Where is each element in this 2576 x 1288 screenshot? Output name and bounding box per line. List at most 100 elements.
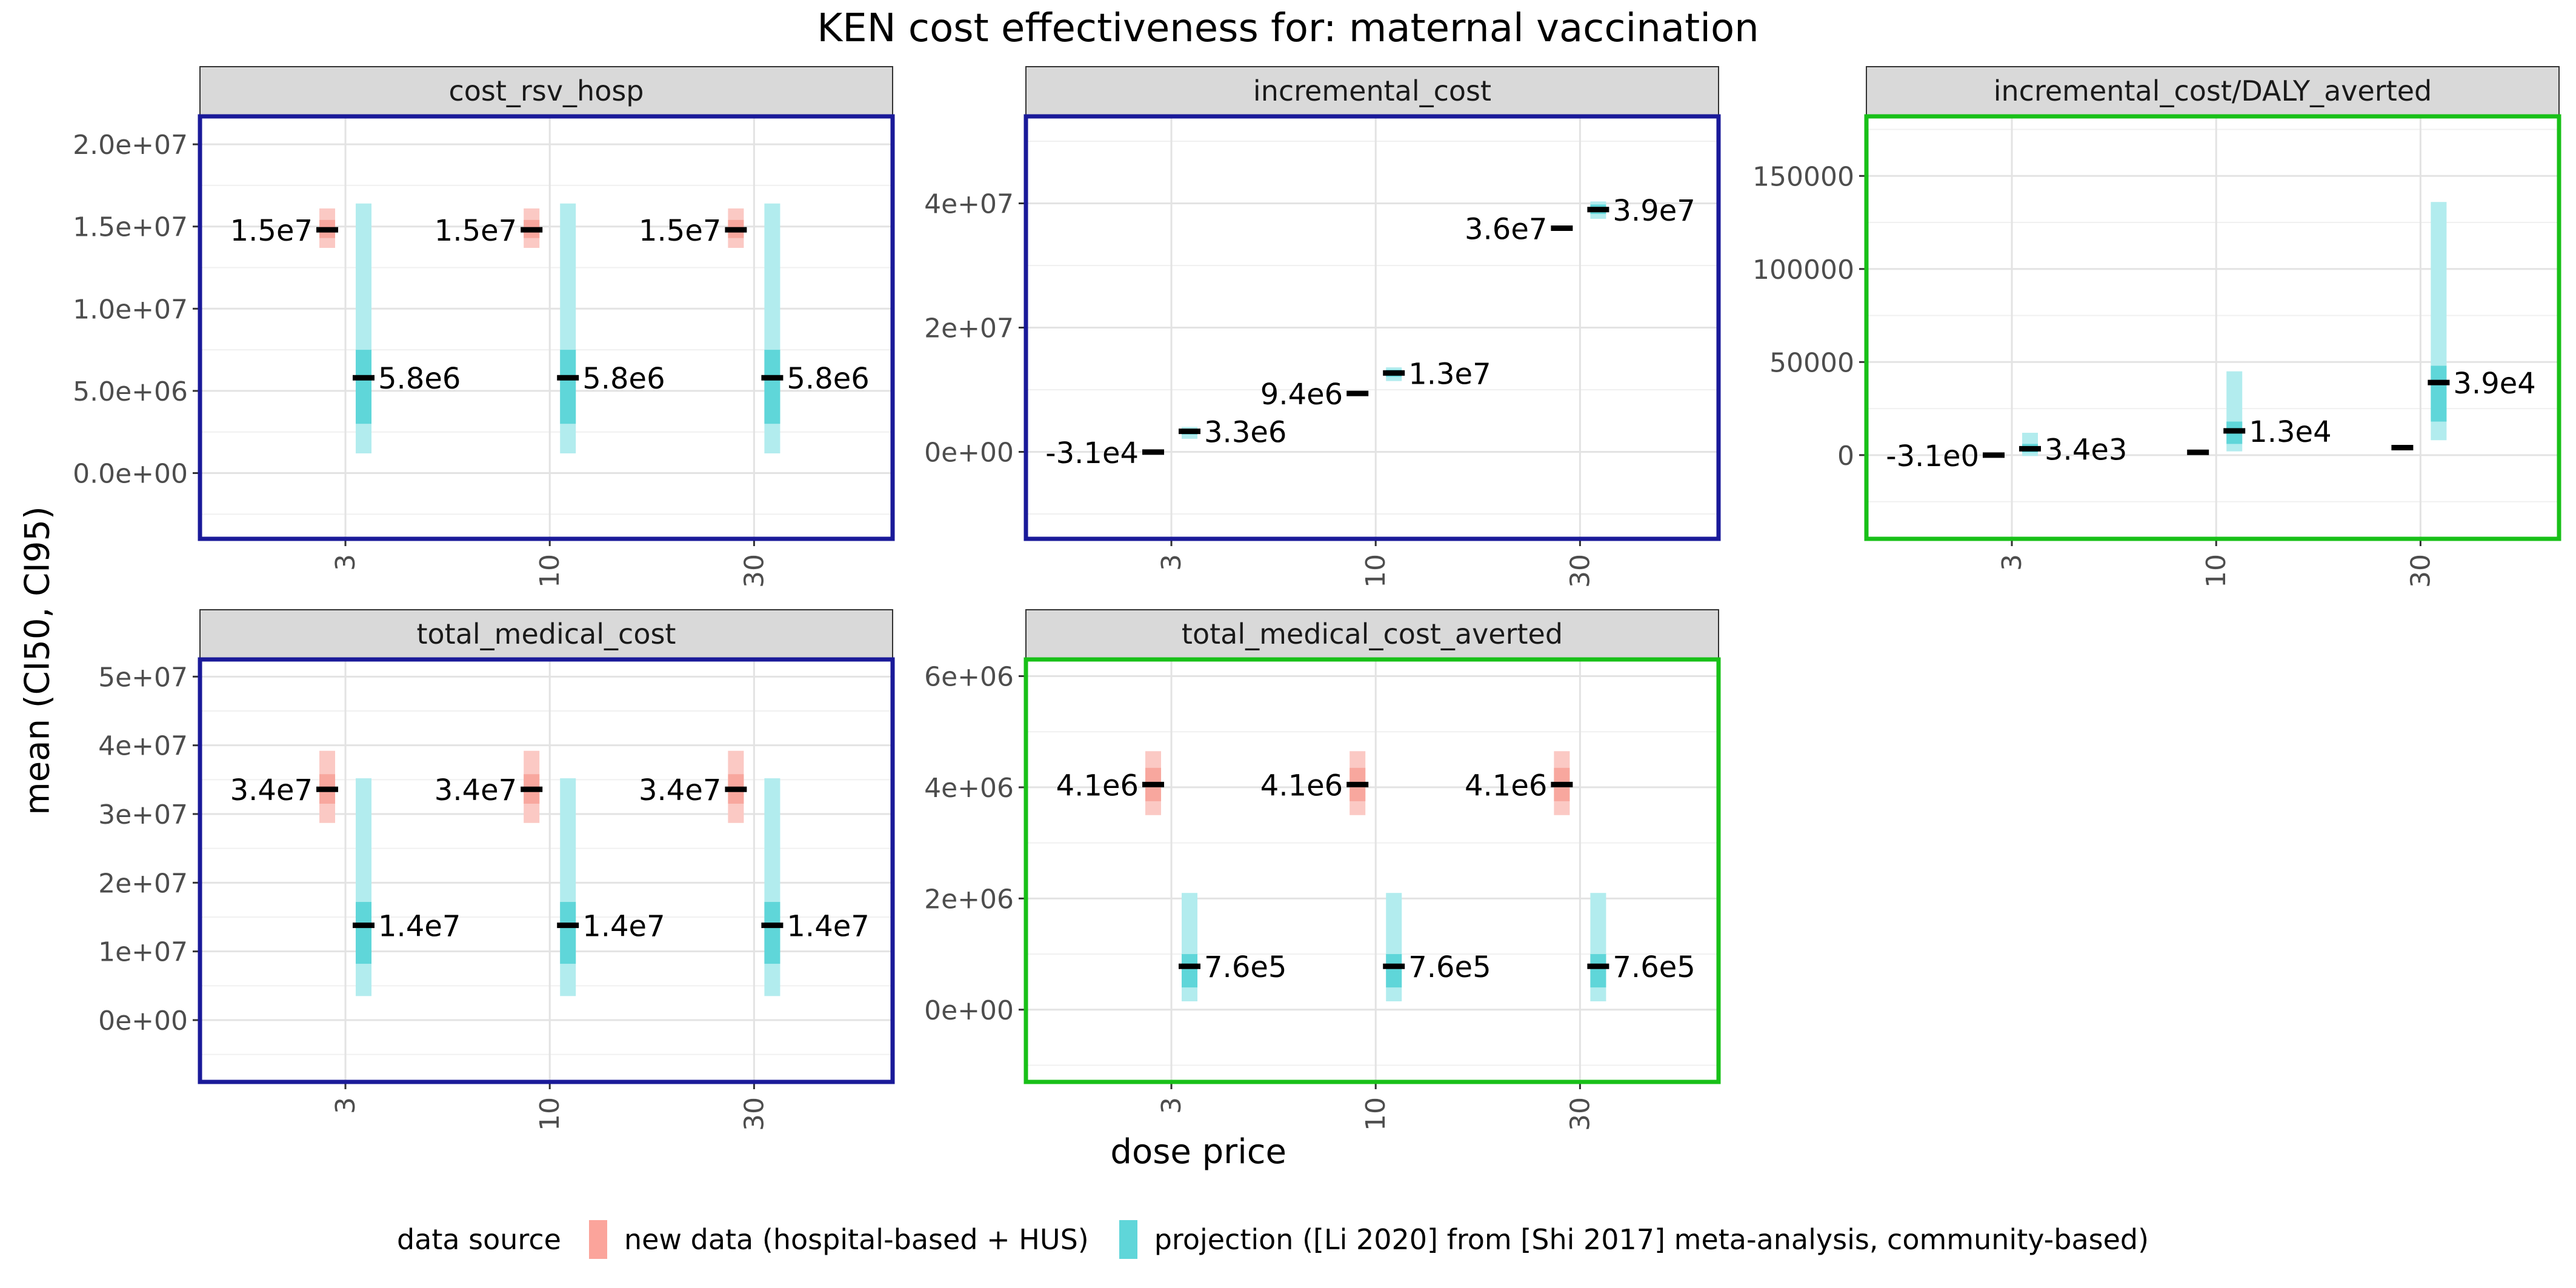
ci50-bar xyxy=(560,902,576,964)
ci50-bar xyxy=(1590,954,1606,988)
panel-border xyxy=(1023,114,1721,541)
panel-strip xyxy=(1025,66,1719,116)
y-tick-label: 0e+00 xyxy=(924,438,1014,469)
y-tick-label: 1.0e+07 xyxy=(73,294,188,325)
x-tick-label: 10 xyxy=(534,554,565,588)
panel-border xyxy=(1023,657,1721,1084)
legend-title: data source xyxy=(396,1223,561,1256)
chart-title: KEN cost effectiveness for: maternal vac… xyxy=(817,6,1759,51)
data-label: 3.4e7 xyxy=(639,773,721,807)
data-label: -3.1e4 xyxy=(1045,436,1139,470)
x-tick-label: 3 xyxy=(1997,554,2028,571)
data-label: 1.4e7 xyxy=(378,910,461,944)
data-label: 5.8e6 xyxy=(582,362,665,396)
y-tick-label: 2e+06 xyxy=(924,884,1014,915)
panel-cost-rsv-hosp: cost_rsv_hosp 0.0e+00 5.0e+06 1.0e+07 1.5e+0… xyxy=(73,66,895,588)
data-label: 3.3e6 xyxy=(1204,416,1286,450)
legend-item-projection: projection ([Li 2020] from [Shi 2017] me… xyxy=(1119,1220,2149,1259)
y-tick-label: 150000 xyxy=(1752,161,1854,192)
panel-total-medical-cost-averted: total_medical_cost_averted 0e+00 2e+06 4e+0… xyxy=(924,609,1721,1131)
ci50-bar xyxy=(356,902,372,964)
y-tick-label: 2.0e+07 xyxy=(73,130,188,161)
y-tick-label: 6e+06 xyxy=(924,662,1014,693)
panel-total-medical-cost: total_medical_cost 0e+00 1e+07 2e+07 3e+07 4e… xyxy=(98,609,895,1131)
data-label: 9.4e6 xyxy=(1260,378,1343,412)
data-label: 1.3e4 xyxy=(2249,415,2331,449)
y-tick-label: 3e+07 xyxy=(98,799,188,830)
data-label: 4.1e6 xyxy=(1056,769,1139,802)
y-tick-label: 1e+07 xyxy=(98,937,188,968)
y-tick-label: 5e+07 xyxy=(98,662,188,693)
data-label: 7.6e5 xyxy=(1408,950,1491,984)
data-label: 7.6e5 xyxy=(1204,950,1286,984)
x-tick-label: 10 xyxy=(1360,1097,1391,1131)
panel-strip xyxy=(199,609,893,659)
data-label: -3.1e0 xyxy=(1886,439,1979,473)
panel-background xyxy=(1866,116,2559,539)
data-label: 5.8e6 xyxy=(787,362,869,396)
x-tick-label: 30 xyxy=(739,1097,770,1131)
y-tick-label: 0e+00 xyxy=(924,995,1014,1026)
data-label: 1.5e7 xyxy=(434,214,517,248)
legend: data source new data (hospital-based + H… xyxy=(0,1209,2576,1270)
ci50-bar xyxy=(764,902,780,964)
panel-background xyxy=(1026,659,1719,1082)
data-label: 4.1e6 xyxy=(1465,769,1547,802)
ci50-bar xyxy=(2431,365,2447,422)
panel-strip-label: cost_rsv_hosp xyxy=(449,75,644,107)
y-tick-label: 4e+07 xyxy=(98,731,188,762)
panel-strip xyxy=(199,66,893,116)
data-label: 1.5e7 xyxy=(639,214,721,248)
data-label: 7.6e5 xyxy=(1612,950,1695,984)
legend-swatch-projection xyxy=(1119,1220,1137,1259)
y-tick-label: 2e+07 xyxy=(924,313,1014,344)
data-label: 3.4e7 xyxy=(230,773,313,807)
panel-background xyxy=(200,116,893,539)
x-tick-label: 3 xyxy=(1156,1097,1187,1114)
ci50-bar xyxy=(356,350,372,424)
panel-border xyxy=(198,657,895,1084)
legend-label-new-data: new data (hospital-based + HUS) xyxy=(624,1223,1089,1256)
panel-border xyxy=(198,114,895,541)
y-tick-label: 0 xyxy=(1837,441,1854,472)
y-tick-label: 1.5e+07 xyxy=(73,212,188,243)
x-tick-label: 30 xyxy=(1565,1097,1596,1131)
y-tick-label: 5.0e+06 xyxy=(73,376,188,407)
x-tick-label: 30 xyxy=(1565,554,1596,588)
x-tick-label: 10 xyxy=(1360,554,1391,588)
panel-strip-label: total_medical_cost_averted xyxy=(1182,618,1563,650)
x-tick-label: 10 xyxy=(534,1097,565,1131)
data-label: 3.9e7 xyxy=(1612,194,1695,228)
panel-strip-label: incremental_cost/DALY_averted xyxy=(1994,75,2432,107)
ci50-bar xyxy=(1182,954,1198,988)
data-label: 3.9e4 xyxy=(2453,367,2535,401)
y-tick-label: 0e+00 xyxy=(98,1006,188,1036)
data-label: 3.4e3 xyxy=(2045,433,2127,467)
y-axis-label: mean (CI50, CI95) xyxy=(18,506,58,815)
ci50-bar xyxy=(560,350,576,424)
legend-swatch-new-data xyxy=(588,1220,607,1259)
data-label: 1.3e7 xyxy=(1408,357,1491,391)
panel-incremental-cost: incremental_cost 0e+00 2e+07 4e+07 3 10 30 -3.1… xyxy=(924,66,1721,588)
x-tick-label: 3 xyxy=(1156,554,1187,571)
x-tick-label: 30 xyxy=(739,554,770,588)
panel-strip-label: total_medical_cost xyxy=(417,618,676,650)
legend-label-projection: projection ([Li 2020] from [Shi 2017] me… xyxy=(1154,1223,2149,1256)
panel-border xyxy=(1864,114,2561,541)
panel-strip-label: incremental_cost xyxy=(1253,75,1491,107)
data-label: 1.5e7 xyxy=(230,214,313,248)
x-tick-label: 3 xyxy=(330,554,361,571)
y-tick-label: 100000 xyxy=(1752,255,1854,285)
data-label: 4.1e6 xyxy=(1260,769,1343,802)
data-label: 3.4e7 xyxy=(434,773,517,807)
data-label: 5.8e6 xyxy=(378,362,461,396)
panel-incremental-cost-daly-averted: incremental_cost/DALY_averted 0 50000 10000… xyxy=(1752,66,2561,588)
y-tick-label: 0.0e+00 xyxy=(73,459,188,490)
data-label: 1.4e7 xyxy=(787,910,869,944)
y-tick-label: 50000 xyxy=(1769,347,1854,378)
ci50-bar xyxy=(764,350,780,424)
panel-strip xyxy=(1866,66,2560,116)
x-tick-label: 3 xyxy=(330,1097,361,1114)
x-tick-label: 30 xyxy=(2405,554,2436,588)
